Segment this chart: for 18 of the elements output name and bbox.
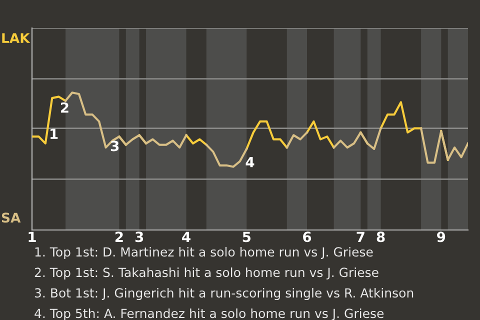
text: LAK <box>2 33 30 43</box>
annotation: 2 <box>60 102 68 113</box>
x-tick-label: 8 <box>376 232 385 242</box>
text: 1. Top 1st: D. Martinez hit a solo home run vs J. Griese <box>35 246 373 260</box>
annotation: 3 <box>110 140 119 152</box>
x-tick-label: 5 <box>242 232 251 242</box>
annotation: 4 <box>246 157 254 168</box>
annotation: 1 <box>50 128 58 139</box>
x-tick-label: 6 <box>303 232 312 242</box>
x-tick-label: 7 <box>356 232 364 242</box>
text: 3. Bot 1st: J. Gingerich hit a run-scoring single vs R. Atkinson <box>34 288 414 300</box>
text: 2. Top 1st: S. Takahashi hit a solo home run vs J. Griese <box>34 267 378 280</box>
x-tick-label: 4 <box>182 232 190 242</box>
text: SA <box>2 212 21 223</box>
x-tick-label: 1 <box>28 232 36 242</box>
x-tick-label: 9 <box>437 232 446 242</box>
x-tick-label: 3 <box>135 232 144 242</box>
x-tick-label: 2 <box>115 232 123 242</box>
